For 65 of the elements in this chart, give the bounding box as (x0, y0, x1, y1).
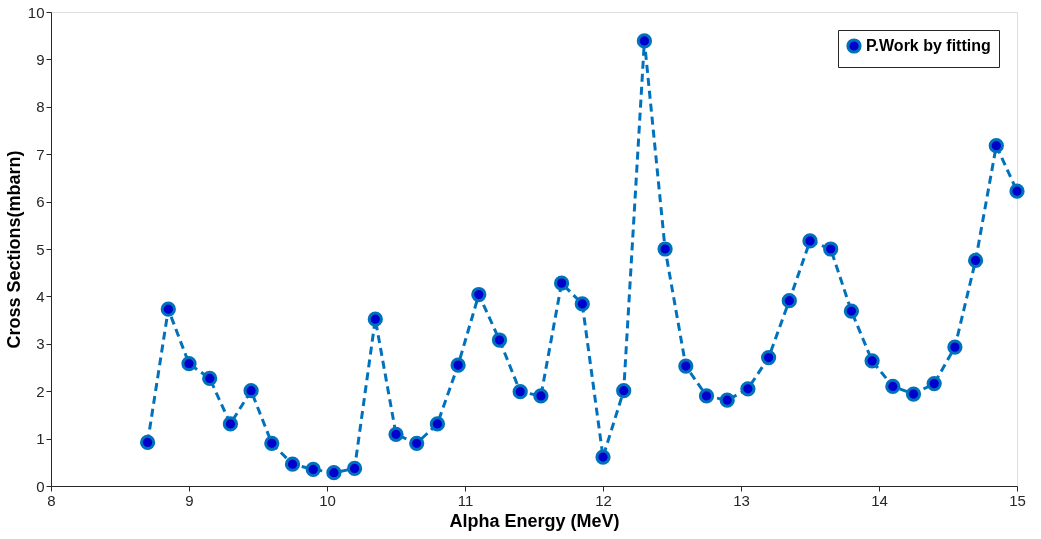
point (781, 293, 797, 309)
point (533, 388, 549, 404)
point (139, 434, 156, 450)
point (305, 461, 321, 478)
y-tick-label: 7 (36, 145, 45, 163)
point (823, 241, 839, 257)
point (367, 311, 383, 327)
point (471, 286, 487, 303)
point (264, 435, 280, 451)
point (988, 138, 1004, 154)
point (967, 252, 984, 268)
point (326, 465, 342, 481)
y-tick-label: 6 (36, 193, 45, 211)
point (678, 358, 694, 374)
y-tick-label: 10 (27, 3, 45, 21)
point (491, 332, 508, 348)
x-tick-label: 8 (47, 491, 56, 509)
point (926, 376, 942, 392)
point (1009, 183, 1025, 199)
x-tick-label: 13 (733, 491, 750, 509)
point (947, 339, 963, 355)
point (160, 301, 176, 317)
y-tick-label: 4 (36, 287, 45, 305)
point (512, 384, 528, 400)
point (388, 426, 404, 442)
point (740, 381, 756, 397)
y-tick-label: 2 (36, 382, 45, 400)
x-tick-label: 9 (185, 491, 194, 509)
point (450, 357, 466, 373)
x-tick-label: 11 (457, 491, 474, 509)
point (222, 416, 239, 432)
point (864, 353, 880, 369)
x-axis-title: Alpha Energy (MeV) (449, 510, 620, 531)
point (698, 388, 715, 404)
y-tick-label: 9 (36, 50, 45, 68)
point (657, 241, 673, 257)
y-tick-label: 0 (36, 477, 45, 495)
point (202, 370, 218, 387)
point (284, 456, 301, 472)
point (346, 460, 363, 477)
point (181, 356, 197, 372)
point (760, 349, 777, 366)
y-tick-label: 8 (36, 98, 45, 116)
y-tick-label: 3 (36, 335, 45, 353)
point (719, 392, 735, 408)
x-tick-label: 10 (319, 491, 336, 509)
point (802, 233, 818, 249)
point (616, 383, 632, 399)
point (243, 383, 259, 399)
y-tick-label: 1 (36, 430, 45, 448)
point (409, 435, 425, 451)
y-axis-title: Cross Sections(mbarn) (3, 150, 24, 349)
point (595, 449, 611, 465)
point (843, 303, 860, 319)
legend-label: P.Work by fitting (866, 37, 991, 54)
x-tick-label: 15 (1009, 491, 1026, 509)
x-tick-label: 12 (595, 491, 612, 509)
point (574, 296, 590, 312)
point (885, 378, 901, 395)
y-tick-label: 5 (36, 240, 45, 258)
point (429, 416, 446, 432)
point (636, 33, 653, 49)
point (905, 386, 922, 402)
point (553, 275, 570, 291)
x-tick-label: 14 (871, 491, 888, 509)
